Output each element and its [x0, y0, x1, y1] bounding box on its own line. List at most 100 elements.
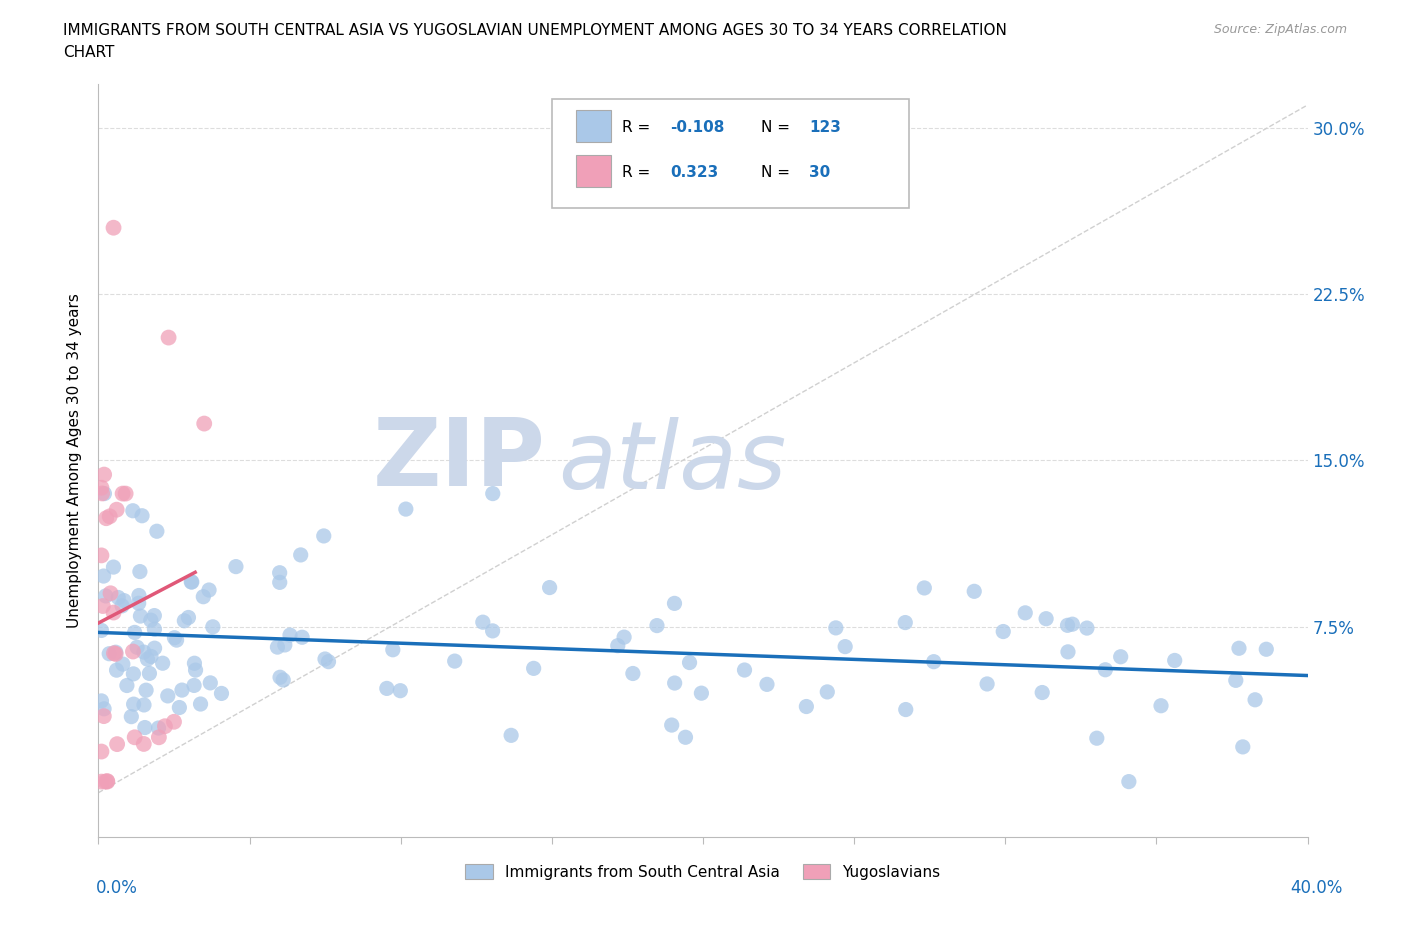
Point	[166, 632, 188, 647]
Text: IMMIGRANTS FROM SOUTH CENTRAL ASIA VS YUGOSLAVIAN UNEMPLOYMENT AMONG AGES 30 TO : IMMIGRANTS FROM SOUTH CENTRAL ASIA VS YU…	[63, 23, 1007, 38]
Point	[395, 501, 418, 516]
Point	[148, 730, 170, 745]
Point	[1094, 662, 1116, 677]
Point	[1035, 611, 1057, 626]
Point	[90, 480, 112, 495]
Point	[675, 730, 697, 745]
Point	[93, 568, 115, 583]
Point	[274, 637, 297, 652]
Point	[190, 697, 212, 711]
Point	[1056, 618, 1078, 632]
Point	[180, 575, 202, 590]
Point	[139, 649, 162, 664]
Point	[152, 656, 174, 671]
Point	[128, 596, 150, 611]
Point	[1014, 605, 1036, 620]
Point	[120, 710, 142, 724]
Point	[1232, 739, 1254, 754]
Point	[157, 330, 180, 345]
Point	[100, 586, 122, 601]
Point	[1118, 774, 1140, 789]
Point	[481, 486, 503, 501]
Point	[1062, 617, 1084, 631]
Point	[755, 677, 778, 692]
Point	[146, 524, 169, 538]
Point	[193, 590, 215, 604]
Point	[389, 684, 412, 698]
Point	[94, 774, 117, 789]
Point	[678, 655, 700, 670]
Point	[734, 662, 756, 677]
Text: CHART: CHART	[63, 45, 115, 60]
Text: 0.323: 0.323	[671, 166, 718, 180]
Point	[124, 730, 146, 745]
Point	[834, 639, 856, 654]
Point	[815, 684, 838, 699]
Point	[266, 640, 288, 655]
Text: 0.0%: 0.0%	[96, 879, 138, 897]
Text: R =: R =	[621, 166, 655, 180]
Point	[1076, 620, 1098, 635]
Point	[122, 697, 145, 711]
Point	[183, 656, 205, 671]
FancyBboxPatch shape	[576, 155, 612, 187]
Point	[98, 646, 121, 661]
Point	[1244, 692, 1267, 707]
Point	[201, 619, 224, 634]
Point	[1150, 698, 1173, 713]
Point	[96, 774, 118, 789]
Point	[122, 667, 145, 682]
Point	[664, 596, 686, 611]
Point	[894, 702, 917, 717]
Text: 30: 30	[810, 166, 831, 180]
Point	[269, 575, 291, 590]
Point	[90, 548, 112, 563]
Point	[105, 663, 128, 678]
Point	[193, 416, 215, 431]
Point	[98, 509, 121, 524]
Point	[993, 624, 1015, 639]
Point	[132, 644, 155, 659]
Point	[278, 628, 301, 643]
Point	[90, 694, 112, 709]
Point	[103, 605, 125, 620]
Point	[90, 774, 112, 789]
Point	[824, 620, 846, 635]
Point	[1031, 685, 1053, 700]
Point	[211, 686, 233, 701]
Point	[291, 630, 314, 644]
Point	[1256, 642, 1278, 657]
Point	[163, 714, 186, 729]
Y-axis label: Unemployment Among Ages 30 to 34 years: Unemployment Among Ages 30 to 34 years	[67, 293, 83, 628]
Point	[163, 631, 186, 645]
Point	[148, 721, 170, 736]
Point	[96, 511, 118, 525]
Point	[180, 575, 202, 590]
Point	[122, 644, 145, 659]
Point	[1225, 673, 1247, 688]
Point	[645, 618, 668, 633]
Point	[90, 744, 112, 759]
Text: R =: R =	[621, 120, 655, 135]
Point	[523, 661, 546, 676]
Point	[93, 486, 115, 501]
Point	[173, 614, 195, 629]
Point	[104, 646, 127, 661]
Point	[90, 623, 112, 638]
Point	[269, 670, 291, 684]
Point	[131, 509, 153, 524]
Point	[132, 698, 155, 712]
Point	[381, 643, 404, 658]
Point	[93, 467, 115, 482]
Point	[170, 683, 193, 698]
Point	[94, 589, 117, 604]
Point	[290, 548, 312, 563]
Point	[271, 672, 294, 687]
Point	[661, 718, 683, 733]
Point	[200, 675, 222, 690]
Point	[135, 683, 157, 698]
Point	[129, 608, 152, 623]
Point	[111, 486, 134, 501]
Point	[664, 675, 686, 690]
Point	[606, 638, 628, 653]
